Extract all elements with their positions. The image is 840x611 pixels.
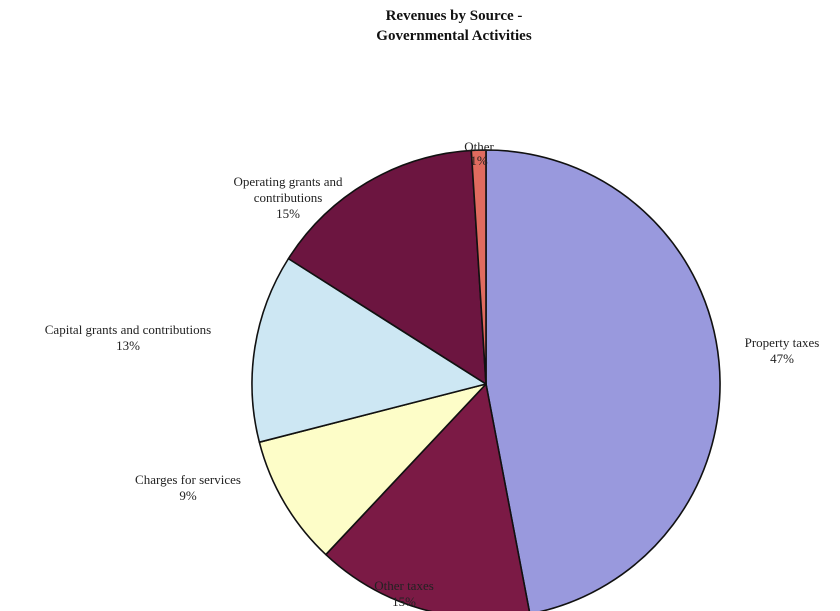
chart-title: Revenues by Source - — [386, 8, 523, 24]
pie-slice-other — [470, 149, 487, 385]
pie-slices — [251, 149, 721, 611]
slice-label-charges-for-services-line-2: 9% — [179, 488, 197, 503]
slice-label-property-taxes-line-2: 47% — [770, 351, 794, 366]
slice-label-other-taxes-line-1: Other taxes — [374, 578, 434, 593]
slice-label-operating-grants-and-contributions-line-2: contributions — [254, 190, 323, 205]
pie-slice-other-taxes — [325, 383, 531, 611]
slice-label-other-taxes-line-2: 15% — [392, 594, 416, 609]
slice-label-operating-grants-and-contributions-line-1: Operating grants and — [233, 174, 343, 189]
chart-subtitle: Governmental Activities — [376, 28, 532, 44]
pie-slice-charges-for-services — [258, 383, 487, 556]
slice-label-operating-grants-and-contributions-line-3: 15% — [276, 206, 300, 221]
slice-label-property-taxes-line-1: Property taxes — [745, 335, 820, 350]
slice-label-other-line-1: Other — [464, 139, 494, 154]
slice-label-other-line-2: 1% — [470, 153, 488, 168]
slice-label-capital-grants-and-contributions-line-1: Capital grants and contributions — [45, 322, 211, 337]
slice-label-charges-for-services-line-1: Charges for services — [135, 472, 241, 487]
pie-slice-property-taxes — [485, 149, 721, 611]
pie-slice-operating-grants-and-contributions — [287, 149, 487, 385]
pie-slice-capital-grants-and-contributions — [251, 257, 487, 443]
slice-label-capital-grants-and-contributions-line-2: 13% — [116, 338, 140, 353]
